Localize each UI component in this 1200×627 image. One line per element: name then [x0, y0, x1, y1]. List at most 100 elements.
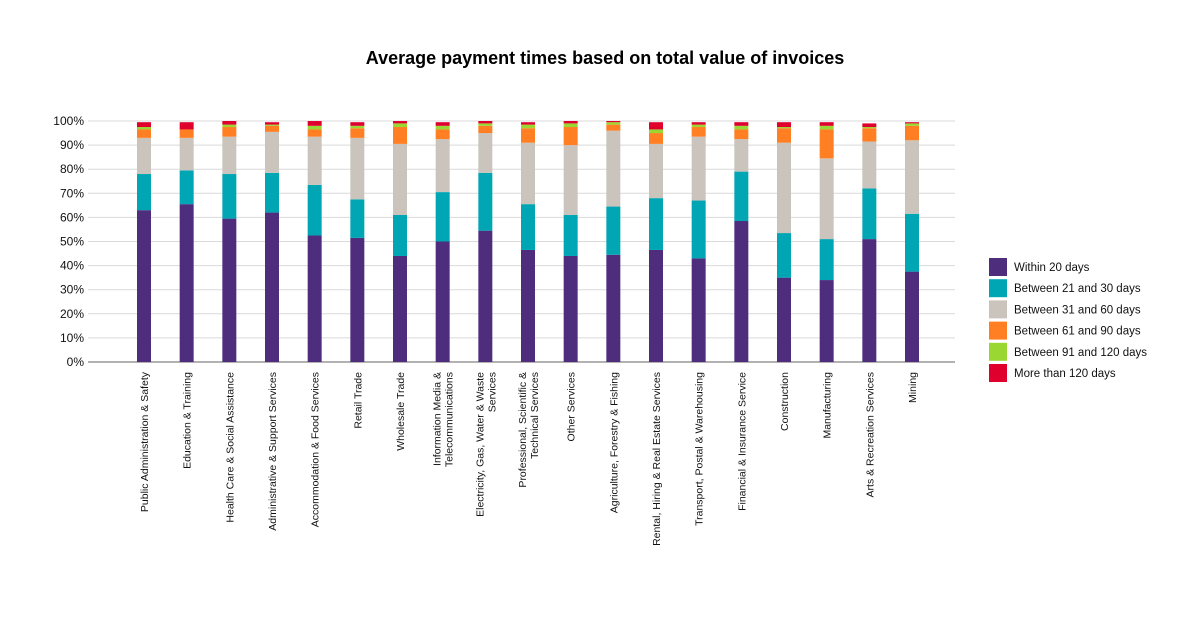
bar-segment	[649, 249, 663, 362]
bar-stack	[222, 121, 237, 362]
bar-segment	[393, 255, 407, 362]
legend-item: More than 120 days	[989, 364, 1116, 382]
bar-segment	[435, 125, 450, 130]
bar-stack	[777, 122, 791, 362]
bar-segment	[393, 143, 407, 215]
bar-segment	[734, 221, 749, 362]
bar-segment	[777, 127, 791, 129]
x-category-label: Accommodation & Food Services	[310, 372, 322, 527]
bar-segment	[862, 127, 877, 129]
y-tick-label: 60%	[60, 210, 84, 224]
bar-segment	[563, 145, 578, 215]
bar-segment	[862, 188, 877, 240]
bar-segment	[606, 254, 621, 362]
bar-segment	[307, 235, 322, 362]
bar-segment	[222, 127, 237, 137]
x-category-label: Agriculture, Forestry & Fishing	[608, 372, 620, 513]
bar-segment	[606, 206, 621, 255]
bar-segment	[563, 214, 578, 256]
x-category-label: Electricity, Gas, Water & Waste	[474, 372, 486, 517]
legend-swatch	[989, 342, 1007, 361]
bar-segment	[819, 158, 834, 240]
bar-segment	[265, 172, 279, 213]
bar-segment	[350, 128, 365, 138]
bar-segment	[777, 128, 791, 143]
legend-label: Between 21 and 30 days	[1014, 283, 1141, 295]
bar-segment	[777, 277, 791, 362]
bar-segment	[179, 170, 194, 205]
y-tick-label: 90%	[60, 138, 84, 152]
y-tick-label: 50%	[60, 235, 84, 249]
bar-segment	[606, 130, 621, 207]
bar-segment	[350, 137, 365, 200]
legend-item: Between 31 and 60 days	[989, 300, 1141, 319]
bar-segment	[179, 122, 194, 130]
legend-label: Between 31 and 60 days	[1014, 304, 1141, 316]
bar-segment	[137, 174, 151, 211]
x-category-label: Education & Training	[182, 372, 194, 469]
x-category-label: Arts & Recreation Services	[864, 372, 876, 497]
bar-stack	[905, 122, 919, 362]
x-category-label: Telecommunications	[444, 372, 456, 467]
bar-segment	[478, 123, 493, 126]
y-tick-label: 80%	[60, 162, 84, 176]
bar-segment	[521, 124, 535, 129]
bar-segment	[521, 204, 535, 250]
bar-segment	[435, 122, 450, 126]
bar-segment	[649, 129, 663, 134]
bar-segment	[521, 249, 535, 362]
y-tick-label: 20%	[60, 307, 84, 321]
bar-segment	[649, 133, 663, 144]
bar-segment	[734, 125, 749, 130]
legend-label: Within 20 days	[1014, 262, 1090, 274]
legend-item: Within 20 days	[989, 258, 1090, 276]
bar-segment	[905, 213, 919, 272]
bar-segment	[137, 129, 151, 138]
bar-segment	[521, 128, 535, 143]
bar-segment	[478, 125, 493, 134]
x-category-label: Health Care & Social Assistance	[224, 372, 236, 523]
bar-segment	[691, 136, 706, 201]
legend-item: Between 91 and 120 days	[989, 342, 1147, 361]
legend-label: More than 120 days	[1014, 368, 1116, 380]
bar-segment	[862, 128, 877, 142]
bar-stack	[137, 122, 151, 362]
y-tick-label: 40%	[60, 259, 84, 273]
bar-segment	[734, 122, 749, 126]
bar-stack	[307, 121, 322, 362]
bar-segment	[691, 258, 706, 362]
bar-segment	[905, 123, 919, 126]
bar-stack	[649, 122, 663, 362]
bar-segment	[179, 204, 194, 362]
chart-title: Average payment times based on total val…	[366, 48, 845, 68]
bar-segment	[862, 141, 877, 189]
bar-segment	[350, 122, 365, 126]
bar-stack	[350, 122, 365, 362]
bar-segment	[393, 214, 407, 256]
bar-segment	[137, 127, 151, 130]
bar-segment	[307, 125, 322, 130]
bar-segment	[691, 200, 706, 259]
legend-item: Between 21 and 30 days	[989, 279, 1141, 298]
x-category-label: Retail Trade	[352, 372, 364, 429]
bar-segment	[649, 143, 663, 199]
bar-segment	[179, 129, 194, 138]
bar-segment	[777, 122, 791, 128]
bar-segment	[478, 230, 493, 362]
bar-segment	[819, 125, 834, 130]
bar-stack	[819, 122, 834, 362]
legend-label: Between 61 and 90 days	[1014, 326, 1141, 338]
bar-segment	[350, 199, 365, 238]
bar-segment	[307, 184, 322, 236]
bar-segment	[393, 123, 407, 128]
bar-segment	[691, 127, 706, 137]
bar-segment	[563, 121, 578, 124]
bar-segment	[819, 129, 834, 159]
legend-swatch	[989, 258, 1007, 276]
bar-segment	[819, 122, 834, 126]
bar-segment	[905, 140, 919, 214]
bar-segment	[393, 121, 407, 124]
bar-segment	[393, 127, 407, 144]
bar-segment	[734, 129, 749, 140]
